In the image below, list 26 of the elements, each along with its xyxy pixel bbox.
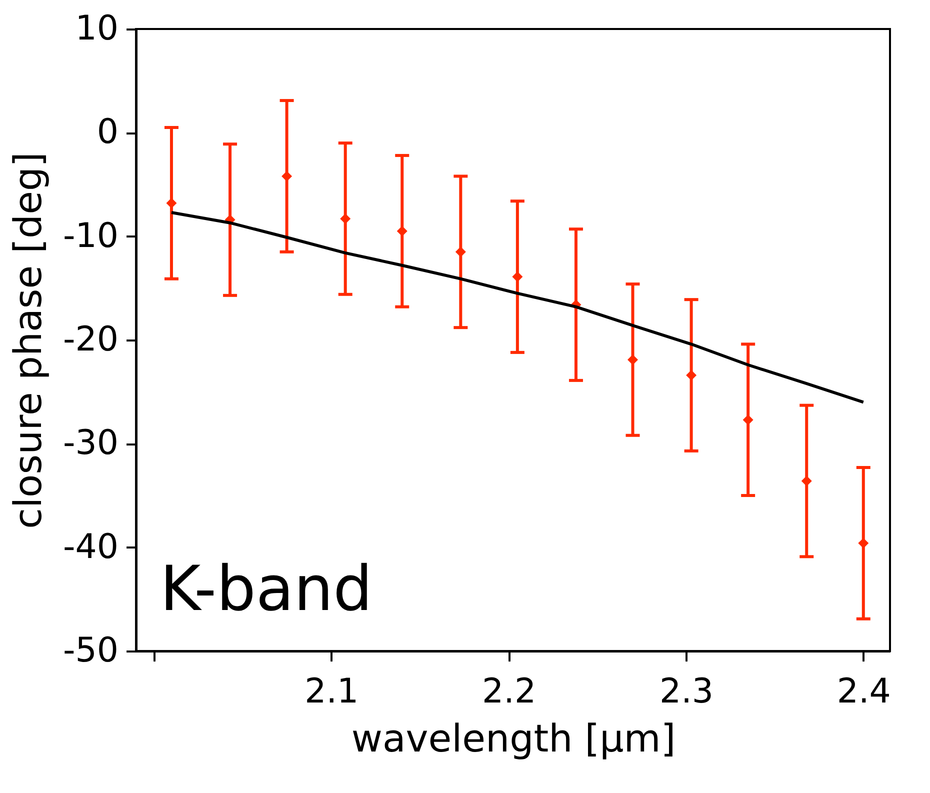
line-series bbox=[170, 210, 865, 404]
y-tick-label: -50 bbox=[62, 630, 118, 670]
point bbox=[455, 246, 466, 258]
x-axis-title: wavelength [µm] bbox=[351, 716, 676, 760]
point bbox=[858, 538, 869, 548]
y-tick-label: -40 bbox=[62, 526, 118, 567]
point bbox=[512, 272, 523, 282]
y-tick-label: -30 bbox=[62, 423, 118, 464]
x-tick-label: 2.4 bbox=[836, 672, 891, 712]
y-tick-label: -20 bbox=[62, 320, 118, 360]
point bbox=[801, 476, 812, 486]
x-tick-label: 2.3 bbox=[659, 672, 714, 712]
point bbox=[282, 170, 292, 182]
point bbox=[742, 414, 754, 426]
point bbox=[396, 226, 408, 236]
x-tick-label: 2.1 bbox=[304, 672, 359, 712]
annotation: K-band bbox=[160, 552, 373, 625]
point bbox=[686, 370, 697, 380]
point bbox=[340, 213, 351, 224]
point bbox=[166, 198, 177, 208]
y-tick-label: 10 bbox=[75, 8, 118, 48]
y-tick-label: 0 bbox=[96, 112, 118, 152]
y-tick-label: -10 bbox=[62, 216, 118, 256]
x-tick-label: 2.2 bbox=[482, 672, 536, 712]
point bbox=[628, 354, 638, 365]
y-axis-title: closure phase [deg] bbox=[6, 152, 50, 529]
